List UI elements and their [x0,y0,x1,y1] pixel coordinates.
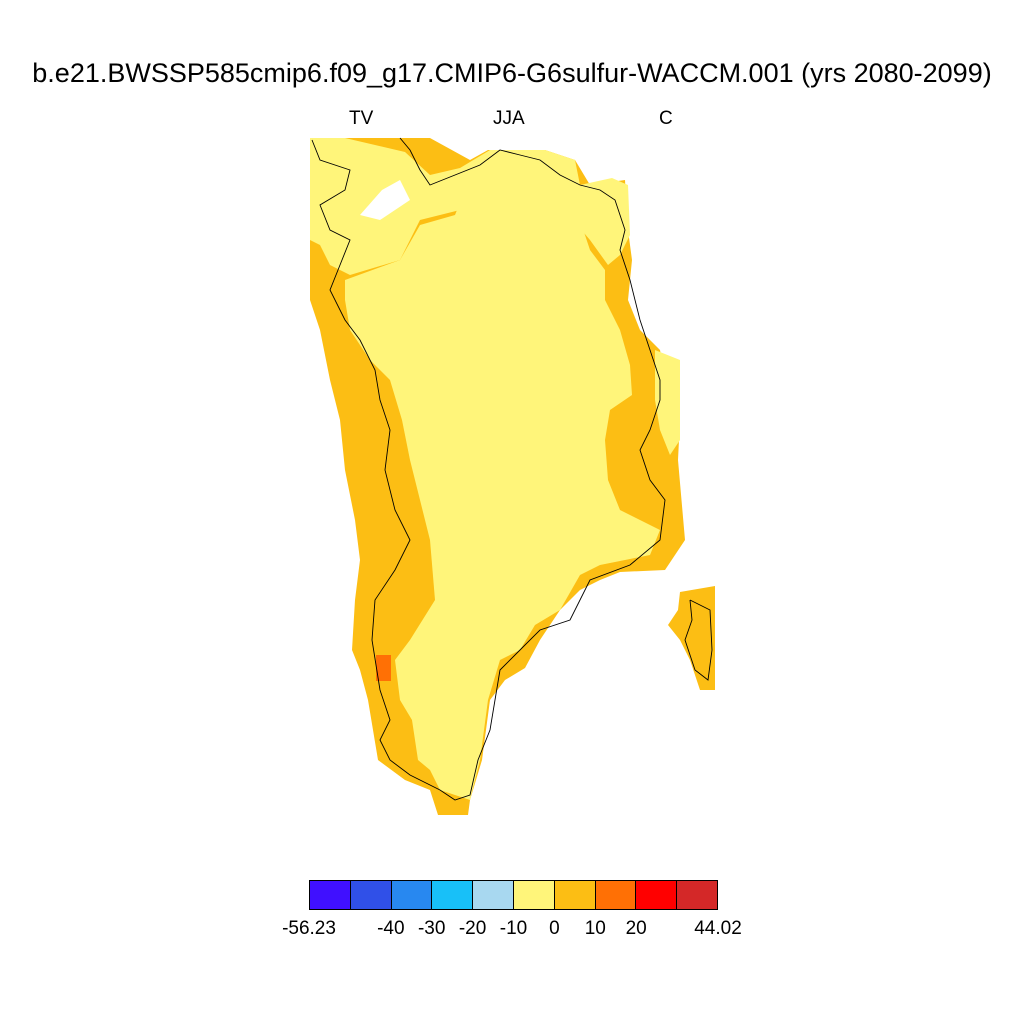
colorbar-box [677,881,717,909]
island-coastline [684,599,713,681]
colorbar-box [636,881,678,909]
southeast-island [668,586,715,690]
colorbar-tick-label: 0 [549,918,560,939]
coastline [311,137,666,801]
colorbar-tick-label: 10 [584,918,606,939]
colorbar-box [432,881,474,909]
colorbar-box [391,881,433,909]
colorbar-tick-label: -20 [458,918,487,939]
colorbar-box [350,881,392,909]
colorbar-tick-label: -40 [377,918,405,939]
colorbar-box [513,881,555,909]
subtitle-right: C [659,108,673,129]
subtitle-left: TV [349,108,374,129]
colorbar-tick-label: 20 [625,918,647,939]
northwest-inlet [360,180,410,220]
hotspot-cell [376,655,391,681]
colorbar-tick-label: -30 [417,918,446,939]
colorbar-box [473,881,514,909]
colorbar-box [554,881,596,909]
east-fringe [655,350,680,455]
colorbar-tick-label: -10 [499,918,528,939]
colorbar-tick-label: 44.02 [694,918,742,939]
colorbar [309,880,718,910]
north-fringe [310,138,630,275]
subtitle-center: JJA [493,108,525,129]
interior-region [345,175,660,800]
map-title: b.e21.BWSSP585cmip6.f09_g17.CMIP6-G6sulf… [32,58,992,88]
colorbar-box [310,881,351,909]
colorbar-box [595,881,637,909]
colorbar-tick-label: -56.23 [282,918,336,939]
